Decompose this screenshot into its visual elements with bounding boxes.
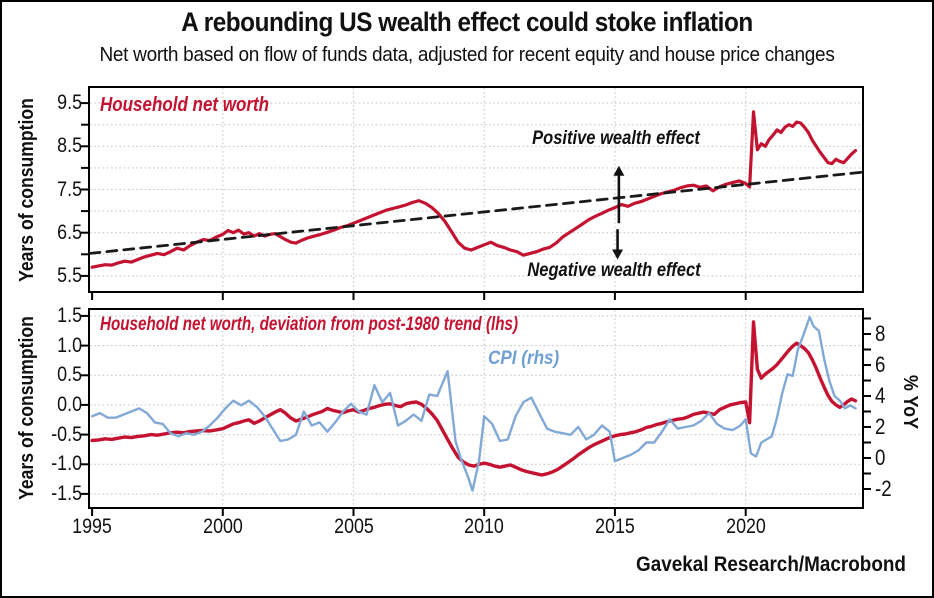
y-axis-tick-label: -0.5: [51, 422, 82, 446]
bottom-y-axis-title: Years of consumption: [16, 316, 38, 500]
right-axis-tick-label: -2: [875, 476, 892, 502]
top-y-axis-title: Years of consumption: [16, 98, 38, 282]
right-axis-tick-label: 4: [875, 383, 886, 409]
source-attribution: Gavekal Research/Macrobond: [636, 553, 906, 576]
top-panel: Household net worth Positive wealth effe…: [81, 86, 864, 300]
y-axis-tick-label: 1.5: [57, 303, 82, 327]
y-axis-tick-label: 1.0: [57, 333, 82, 357]
y-axis-tick-label: 7.5: [57, 177, 82, 201]
chart-subtitle: Net worth based on flow of funds data, a…: [99, 44, 835, 66]
y-axis-tick-label: 6.5: [57, 220, 82, 244]
top-series-label: Household net worth: [100, 94, 270, 116]
y-axis-tick-label: 5.5: [57, 263, 82, 287]
y-axis-tick-label: 9.5: [57, 91, 82, 115]
annotation-positive-wealth-effect: Positive wealth effect: [532, 128, 700, 149]
y-axis-tick-label: 0.5: [57, 363, 82, 387]
right-axis-tick-label: 2: [875, 414, 886, 440]
bottom-panel: Household net worth, deviation from post…: [81, 308, 871, 516]
x-axis-tick-label: 2020: [725, 515, 766, 538]
right-axis-tick-label: 6: [875, 352, 886, 378]
x-axis-tick-label: 1995: [72, 515, 112, 538]
chart-title: A rebounding US wealth effect could stok…: [181, 7, 753, 37]
y-axis-tick-label: 8.5: [57, 134, 82, 158]
bottom-panel-plot: [81, 310, 871, 516]
annotation-negative-wealth-effect: Negative wealth effect: [527, 260, 701, 281]
x-axis-tick-label: 2000: [202, 515, 243, 538]
bottom-series-label-deviation: Household net worth, deviation from post…: [100, 314, 519, 335]
right-axis-tick-label: 0: [875, 445, 886, 471]
x-axis-tick-label: 2005: [333, 515, 374, 538]
bottom-series-label-cpi: CPI (rhs): [488, 348, 560, 369]
x-axis-tick-label: 2015: [595, 515, 635, 538]
y-axis-tick-label: -1.5: [51, 481, 82, 505]
top-panel-plot: [81, 88, 864, 300]
right-axis-tick-label: 8: [875, 321, 886, 347]
y-axis-tick-label: 0.0: [57, 392, 82, 416]
x-axis-tick-label: 2010: [464, 515, 505, 538]
y-axis-tick-label: -1.0: [51, 452, 82, 476]
